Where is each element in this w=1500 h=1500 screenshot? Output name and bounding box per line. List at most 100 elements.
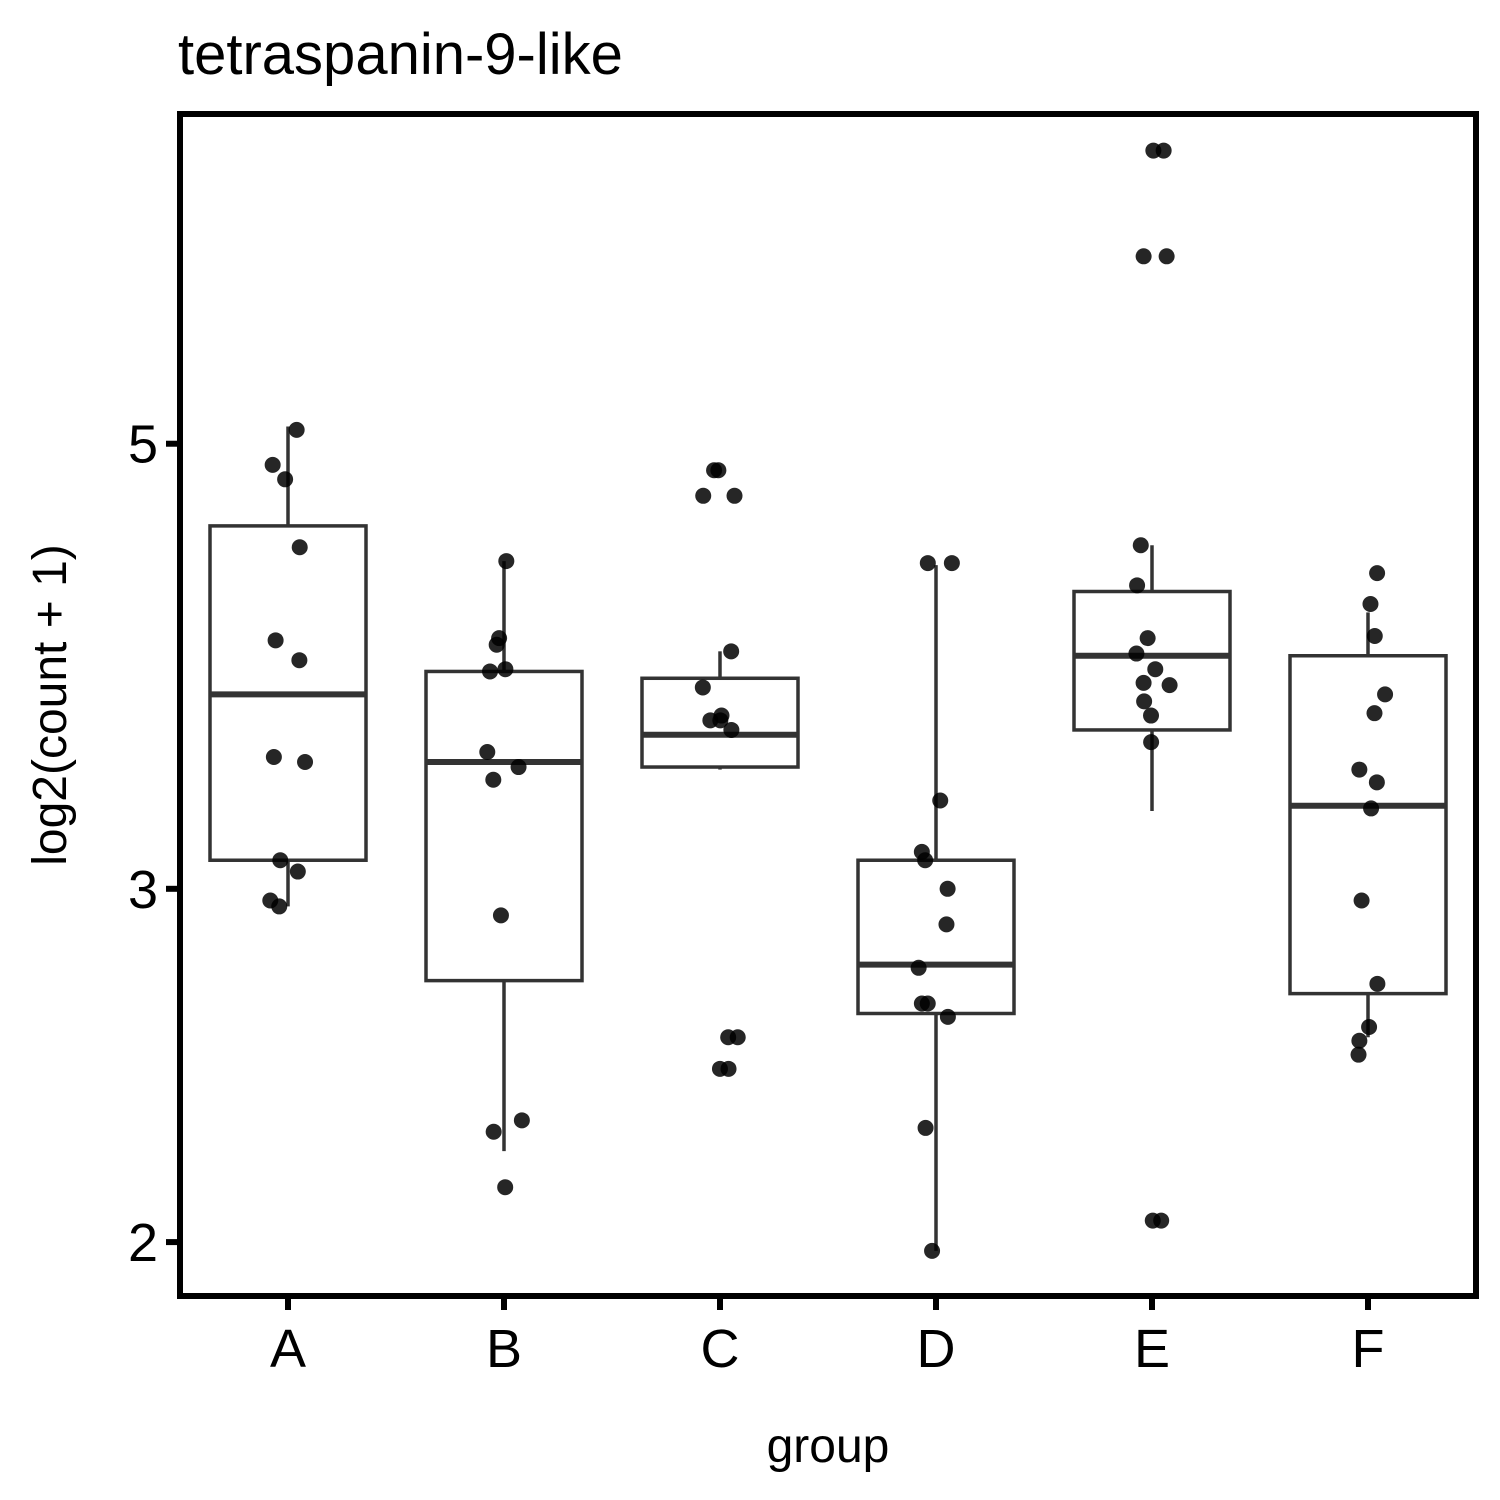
data-point (1143, 707, 1160, 724)
data-point (1368, 774, 1385, 791)
data-point (267, 632, 284, 649)
data-point (917, 1119, 934, 1136)
axes: 2 3 5 A B C D E F (128, 415, 1385, 1379)
data-point (1136, 693, 1153, 710)
data-point (1366, 705, 1383, 722)
x-tick-label: D (917, 1319, 956, 1379)
x-tick-label: C (701, 1319, 740, 1379)
y-axis-title: log2(count + 1) (24, 544, 77, 866)
data-point (919, 995, 936, 1012)
data-point (1144, 1212, 1161, 1229)
data-point (695, 487, 712, 504)
data-point (938, 916, 955, 933)
points-B (479, 553, 530, 1196)
data-point (1132, 537, 1149, 554)
data-point (1369, 975, 1386, 992)
box-E (1072, 545, 1232, 812)
data-point (943, 555, 960, 572)
y-tick-label: 5 (128, 415, 158, 475)
data-point (498, 553, 515, 570)
data-point (924, 1242, 941, 1259)
data-point (271, 898, 288, 915)
x-tick-label: A (270, 1319, 306, 1379)
data-point (1351, 1032, 1368, 1049)
data-point (277, 471, 294, 488)
data-point (706, 462, 723, 479)
data-point (288, 421, 305, 438)
box-D (856, 565, 1016, 1251)
data-point (1363, 800, 1380, 817)
x-tick-label: E (1134, 1319, 1170, 1379)
data-point (265, 748, 282, 765)
data-point (1143, 734, 1160, 751)
data-point (291, 539, 308, 556)
data-point (917, 852, 934, 869)
data-point (289, 863, 306, 880)
data-point (479, 744, 496, 761)
y-tick-label: 3 (128, 860, 158, 920)
box-iqr (424, 669, 584, 983)
data-point (291, 652, 308, 669)
plot-frame (177, 111, 1479, 1299)
data-point (1128, 645, 1145, 662)
data-point (497, 661, 514, 678)
data-point (1362, 595, 1379, 612)
box-iqr (856, 858, 1016, 1016)
data-point (1135, 674, 1152, 691)
data-point (482, 663, 499, 680)
data-point (1161, 677, 1178, 694)
data-point (488, 636, 505, 653)
x-axis-title: group (767, 1420, 890, 1473)
data-point (939, 880, 956, 897)
data-point (723, 643, 740, 660)
data-point (264, 456, 281, 473)
points-E (1128, 142, 1178, 1229)
data-point (492, 907, 509, 924)
data-point (1145, 142, 1162, 159)
y-tick-label: 2 (128, 1213, 158, 1273)
data-point (1353, 892, 1370, 909)
data-point (712, 712, 729, 729)
data-point (510, 759, 527, 776)
data-point (720, 1060, 737, 1077)
box-A (208, 426, 368, 907)
data-point (932, 792, 949, 809)
data-point (1135, 248, 1152, 265)
box-iqr (1288, 654, 1448, 996)
data-point (1369, 565, 1386, 582)
data-point (1377, 686, 1394, 703)
data-point (497, 1179, 514, 1196)
data-point (272, 852, 289, 869)
data-point (1361, 1019, 1378, 1036)
points-A (262, 421, 314, 915)
data-point (513, 1112, 530, 1129)
box-iqr (1072, 589, 1232, 732)
box-F (1288, 612, 1448, 1038)
data-point (1158, 248, 1175, 265)
plot-area (208, 142, 1448, 1259)
data-point (1350, 1046, 1367, 1063)
data-point (1139, 630, 1156, 647)
points-F (1350, 565, 1394, 1063)
chart-title: tetraspanin-9-like (178, 22, 623, 87)
data-point (723, 721, 740, 738)
x-tick-label: F (1352, 1319, 1385, 1379)
data-point (1147, 661, 1164, 678)
points-C (694, 462, 746, 1077)
data-point (726, 487, 743, 504)
data-point (694, 679, 711, 696)
data-point (1366, 627, 1383, 644)
data-point (939, 1008, 956, 1025)
data-point (297, 753, 314, 770)
box-B (424, 561, 584, 1152)
data-point (919, 555, 936, 572)
data-point (729, 1029, 746, 1046)
data-point (485, 1123, 502, 1140)
data-point (1129, 577, 1146, 594)
points-D (910, 555, 960, 1259)
data-point (485, 771, 502, 788)
x-tick-label: B (486, 1319, 522, 1379)
data-point (1351, 761, 1368, 778)
data-point (910, 959, 927, 976)
